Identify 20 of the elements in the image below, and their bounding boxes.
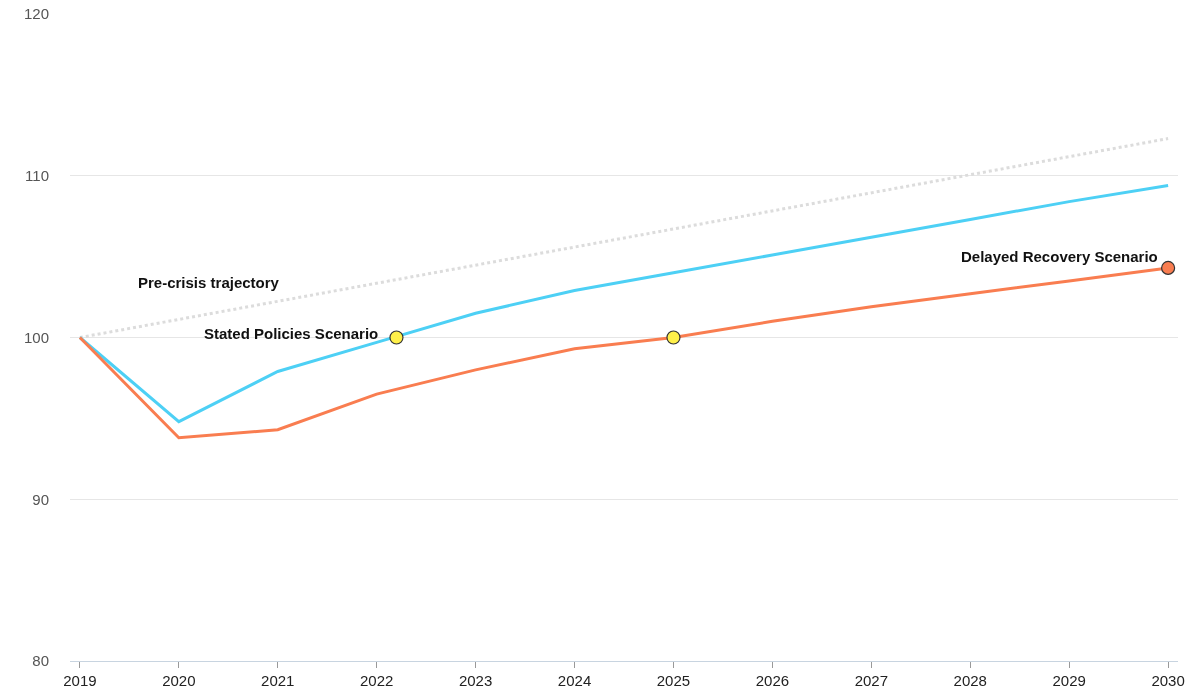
x-tick-label: 2023 [458,672,493,689]
x-tick-label: 2021 [261,672,295,689]
y-tick-label: 100 [23,328,49,346]
x-tick-label: 2030 [1151,672,1185,689]
series-label: Stated Policies Scenario [204,325,379,342]
x-tick-label: 2029 [1052,672,1086,689]
x-tick-label: 2025 [656,672,691,689]
series-label: Pre-crisis trajectory [138,274,280,291]
x-tick-label: 2020 [162,672,196,689]
x-tick-label: 2019 [63,672,97,689]
series-label: Delayed Recovery Scenario [961,248,1158,265]
y-tick-label: 120 [23,5,49,23]
x-tick-label: 2026 [755,672,790,689]
y-tick-label: 90 [32,490,49,508]
y-tick-label: 80 [32,652,49,670]
x-tick-label: 2022 [359,672,394,689]
y-tick-label: 110 [25,167,49,184]
x-tick-label: 2027 [854,672,889,689]
x-tick-label: 2028 [953,672,987,689]
x-tick-label: 2024 [557,672,592,689]
